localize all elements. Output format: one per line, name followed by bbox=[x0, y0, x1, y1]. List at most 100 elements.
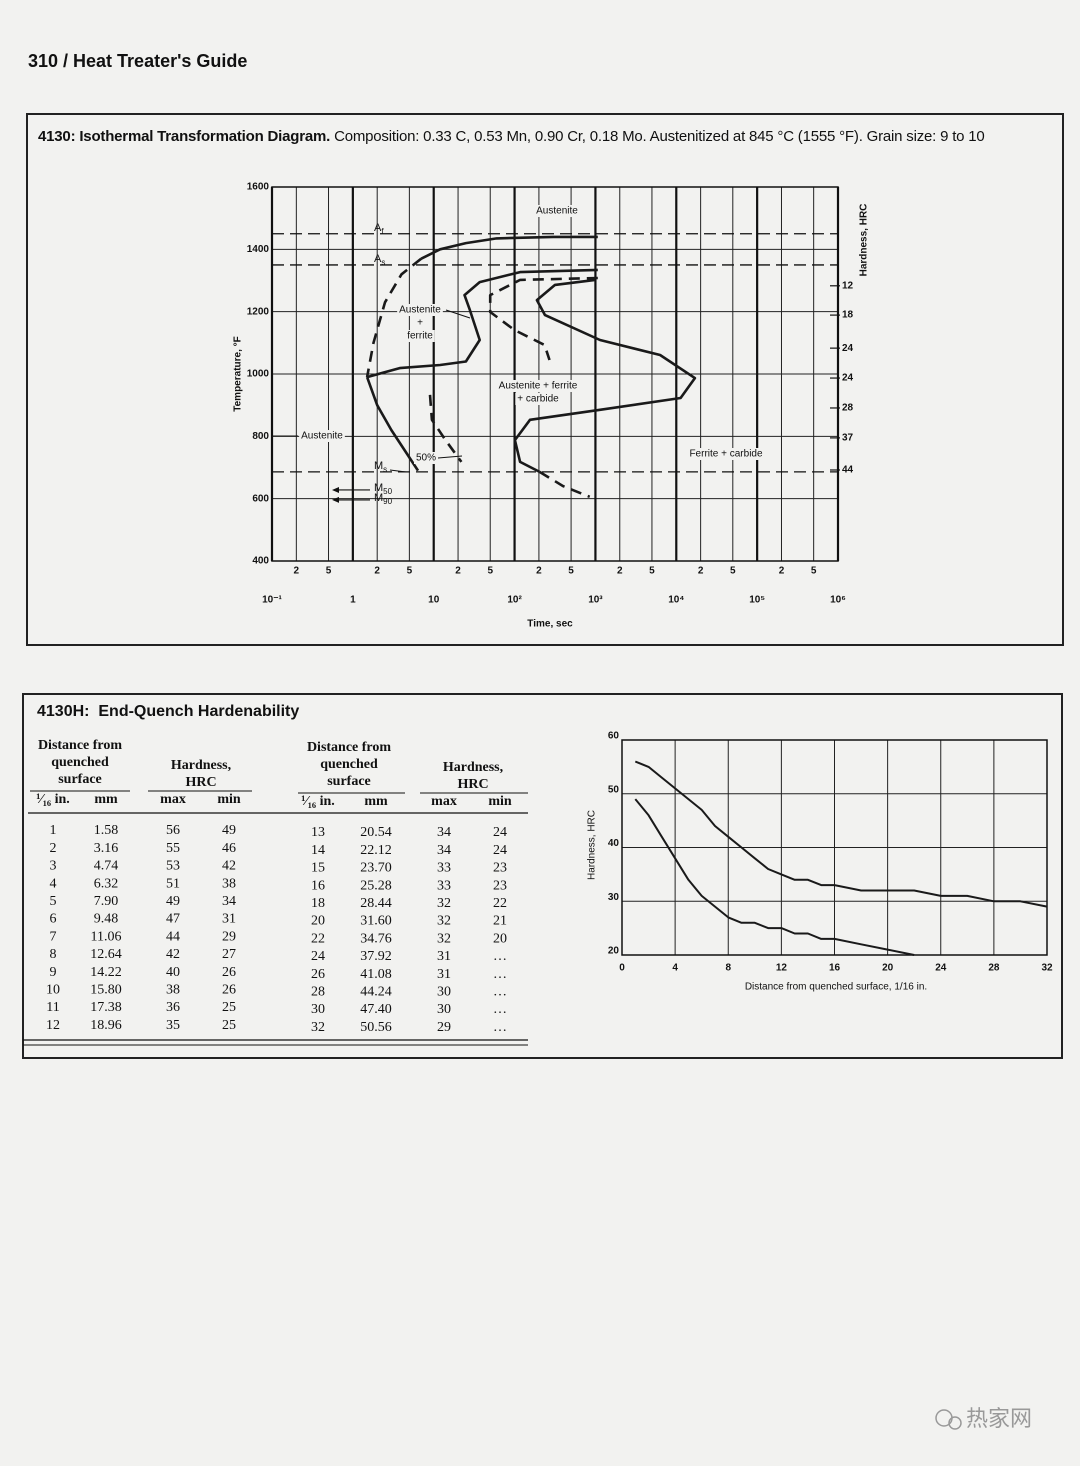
watermark-icon bbox=[948, 1416, 962, 1430]
curve bbox=[365, 257, 423, 378]
table-cell: 1.58 bbox=[94, 823, 119, 838]
plot-frame bbox=[621, 739, 1048, 956]
table-cell: 35 bbox=[166, 1018, 180, 1033]
table-cell: 32 bbox=[311, 1020, 325, 1035]
table-cell: 18 bbox=[311, 896, 325, 911]
page-header: 310 / Heat Treater's Guide bbox=[28, 51, 247, 71]
x-tick-label: 12 bbox=[776, 963, 788, 974]
curve bbox=[488, 276, 598, 361]
x-tick-label: 28 bbox=[988, 963, 1000, 974]
y-tick-label: 50 bbox=[608, 784, 620, 795]
table-cell: 25 bbox=[222, 1000, 236, 1015]
section-box bbox=[26, 113, 1064, 646]
section-box bbox=[22, 693, 1063, 1059]
table-column-header: mm bbox=[364, 794, 388, 809]
table-cell: 12.64 bbox=[90, 947, 122, 962]
curve bbox=[420, 235, 598, 260]
x-minor-tick-label: 5 bbox=[730, 566, 736, 577]
x-tick-label: 10 bbox=[428, 595, 440, 606]
table-cell: 9.48 bbox=[94, 912, 119, 927]
x-tick-label: 8 bbox=[725, 963, 731, 974]
table-cell: 10 bbox=[46, 983, 60, 998]
y-tick-label: 30 bbox=[608, 892, 620, 903]
table-cell: 41.08 bbox=[360, 967, 392, 982]
curve bbox=[366, 268, 598, 379]
x-minor-tick-label: 2 bbox=[698, 566, 704, 577]
table-cell: 23 bbox=[493, 878, 507, 893]
caption-title: 4130: Isothermal Transformation Diagram. bbox=[38, 128, 331, 145]
y-tick-label: 400 bbox=[252, 556, 269, 567]
table-cell: 26 bbox=[222, 965, 236, 980]
annotation: Austenite bbox=[399, 305, 441, 316]
x-tick-label: 10⁶ bbox=[830, 595, 846, 606]
annotation: + carbide bbox=[517, 394, 559, 405]
table-column-header: max bbox=[160, 792, 186, 807]
hardness-tick-label: 28 bbox=[842, 403, 854, 414]
table-cell: 3 bbox=[50, 859, 57, 874]
table-cell: … bbox=[493, 1020, 507, 1035]
table-group-header: Hardness, bbox=[171, 758, 231, 773]
table-cell: 32 bbox=[437, 914, 451, 929]
x-tick-label: 10² bbox=[507, 595, 522, 606]
table-cell: 44 bbox=[166, 929, 180, 944]
annotation: + bbox=[417, 318, 423, 329]
reference-label: Ms bbox=[374, 460, 387, 474]
table-cell: 7.90 bbox=[94, 894, 119, 909]
x-minor-tick-label: 5 bbox=[487, 566, 493, 577]
reference-label-sub: s bbox=[383, 465, 387, 474]
hardness-tick-label: 24 bbox=[842, 373, 854, 384]
table-cell: 32 bbox=[437, 896, 451, 911]
table-cell: 4.74 bbox=[94, 859, 119, 874]
table-cell: 24 bbox=[493, 843, 507, 858]
table-cell: 23.70 bbox=[360, 861, 392, 876]
table-column-header: min bbox=[488, 794, 512, 809]
x-tick-label: 10⁻¹ bbox=[262, 595, 282, 606]
table-group-header: Distance from bbox=[38, 738, 122, 753]
reference-label-main: A bbox=[374, 222, 382, 234]
table-cell: 15 bbox=[311, 861, 325, 876]
table-cell: 8 bbox=[50, 947, 57, 962]
table-cell: 37.92 bbox=[360, 949, 392, 964]
table-cell: 34 bbox=[437, 843, 451, 858]
table-cell: 34 bbox=[222, 894, 236, 909]
table-cell: 34.76 bbox=[360, 931, 392, 946]
annotation: ferrite bbox=[407, 331, 433, 342]
table-cell: 22.12 bbox=[360, 843, 392, 858]
x-minor-tick-label: 2 bbox=[455, 566, 461, 577]
curve bbox=[428, 394, 463, 463]
table-cell: 6 bbox=[50, 912, 57, 927]
annotation: 50% bbox=[416, 453, 436, 464]
table-cell: 14 bbox=[311, 843, 325, 858]
table-cell: 42 bbox=[222, 859, 236, 874]
table-cell: 33 bbox=[437, 861, 451, 876]
table-group-header: Hardness, bbox=[443, 760, 503, 775]
arrow-label-main: M bbox=[374, 482, 383, 494]
table-cell: 47 bbox=[166, 912, 180, 927]
y2-axis-label: Hardness, HRC bbox=[859, 204, 870, 277]
y-tick-label: 1400 bbox=[247, 244, 270, 255]
table-cell: 29 bbox=[437, 1020, 451, 1035]
y-tick-label: 60 bbox=[608, 731, 620, 742]
watermark: 热家网 bbox=[966, 1406, 1032, 1431]
table-cell: 49 bbox=[222, 823, 236, 838]
y-tick-label: 1600 bbox=[247, 182, 270, 193]
x-tick-label: 10³ bbox=[588, 595, 603, 606]
table-group-header: HRC bbox=[185, 775, 216, 790]
table-cell: … bbox=[493, 1002, 507, 1017]
table-cell: 31 bbox=[437, 949, 451, 964]
x-minor-tick-label: 2 bbox=[779, 566, 785, 577]
reference-label-main: A bbox=[374, 253, 382, 265]
y-axis-label: Temperature, °F bbox=[233, 336, 244, 412]
y-tick-label: 1000 bbox=[247, 369, 270, 380]
table-column-header: ¹⁄₁₆ in. bbox=[36, 792, 70, 807]
x-minor-tick-label: 2 bbox=[617, 566, 623, 577]
x-minor-tick-label: 2 bbox=[294, 566, 300, 577]
annotation: Austenite bbox=[536, 206, 578, 217]
x-axis-label: Distance from quenched surface, 1/16 in. bbox=[745, 982, 927, 993]
table-group-header: quenched bbox=[320, 757, 378, 772]
table-cell: 26 bbox=[311, 967, 325, 982]
annotation-bg bbox=[687, 448, 765, 460]
hardness-tick-label: 44 bbox=[842, 465, 854, 476]
